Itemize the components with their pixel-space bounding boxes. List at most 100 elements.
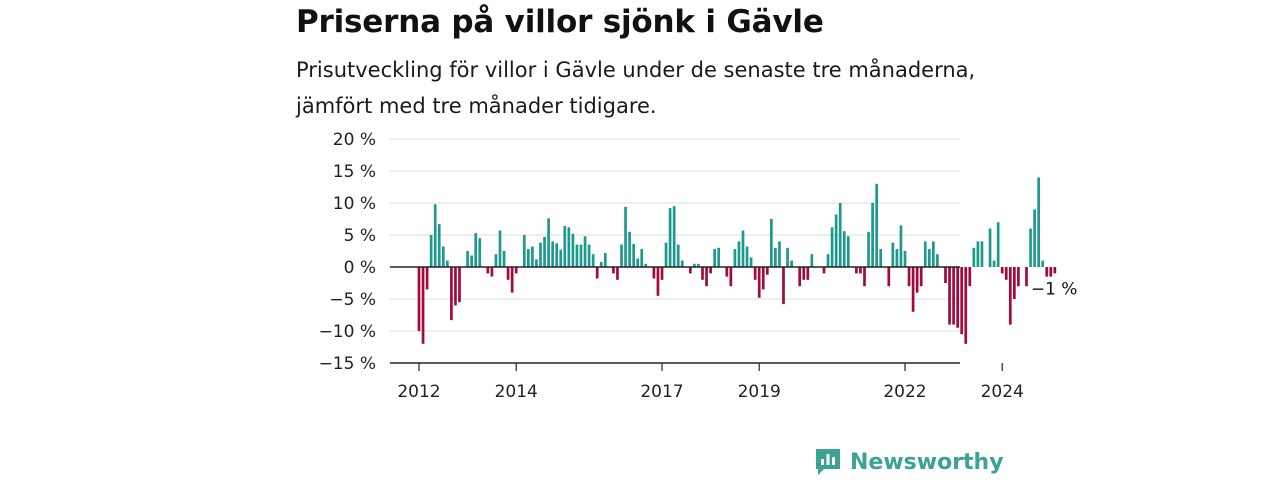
bar: [571, 233, 575, 267]
bar: [770, 219, 773, 267]
bar: [417, 267, 421, 331]
bar: [575, 244, 579, 267]
newsworthy-logo-icon: [816, 449, 840, 475]
bar: [810, 254, 814, 267]
end-value-label: −1 %: [1031, 279, 1078, 299]
bar: [543, 236, 546, 267]
bar: [725, 267, 729, 277]
bar: [478, 238, 482, 267]
x-tick-label: 2022: [883, 382, 926, 402]
bar: [693, 263, 696, 267]
bar: [632, 243, 635, 267]
bar: [1029, 228, 1032, 267]
bar: [535, 259, 538, 267]
bar: [927, 249, 931, 267]
bar: [846, 236, 850, 267]
bar: [652, 267, 656, 279]
bar: [980, 241, 984, 267]
bar: [551, 241, 554, 267]
bar: [713, 249, 716, 267]
bar: [616, 267, 619, 280]
axes: [390, 266, 960, 364]
bar: [761, 267, 765, 290]
bar: [628, 231, 631, 267]
bar: [498, 230, 502, 267]
bar: [790, 260, 793, 267]
bar: [458, 267, 461, 303]
y-tick-label: 10 %: [333, 194, 376, 214]
bar: [875, 183, 878, 267]
bar: [470, 255, 473, 267]
bar: [919, 267, 923, 287]
bar: [932, 241, 935, 267]
bar: [429, 235, 433, 267]
bar: [733, 249, 737, 267]
bar: [441, 246, 445, 267]
bar: [786, 247, 789, 267]
x-tick-label: 2017: [640, 382, 683, 402]
y-tick-label: 20 %: [333, 130, 376, 150]
bar: [522, 235, 526, 267]
bar: [729, 267, 733, 287]
bar: [1041, 260, 1045, 267]
bar: [774, 247, 777, 267]
bar: [446, 260, 449, 267]
bar: [425, 267, 429, 290]
bar: [506, 267, 510, 280]
bar: [697, 263, 700, 267]
bar: [753, 267, 757, 280]
bar: [486, 267, 490, 274]
bar: [996, 222, 1000, 267]
bar: [705, 267, 708, 287]
x-tick-label: 2019: [738, 382, 781, 402]
bar: [490, 267, 494, 277]
bar: [494, 254, 498, 267]
bar: [952, 267, 955, 325]
bar: [1037, 177, 1040, 267]
bar: [1049, 267, 1053, 277]
x-tick-label: 2024: [981, 382, 1024, 402]
bar: [701, 267, 704, 280]
bar: [798, 267, 802, 287]
bar: [599, 261, 603, 267]
bar: [474, 233, 478, 267]
bar: [895, 249, 899, 267]
bar: [603, 252, 607, 267]
bar: [421, 267, 425, 344]
bar: [863, 267, 866, 287]
newsworthy-logo-text: Newsworthy: [850, 449, 1004, 475]
bar: [745, 246, 749, 267]
bar: [741, 230, 745, 267]
bar: [433, 204, 437, 267]
bar: [531, 246, 534, 267]
bar: [1008, 267, 1012, 325]
bar: [620, 244, 623, 267]
bar: [915, 267, 919, 293]
bar: [1025, 267, 1028, 287]
bar: [899, 225, 903, 267]
bar: [976, 241, 980, 267]
bar: [749, 257, 753, 267]
y-tick-label: 0 %: [344, 258, 376, 278]
bar: [636, 258, 640, 267]
bar: [579, 244, 583, 267]
bar: [644, 263, 648, 267]
bar: [802, 267, 806, 280]
bar: [555, 243, 559, 267]
bar: [624, 206, 627, 267]
bar: [547, 218, 550, 267]
bar: [871, 203, 874, 267]
bar: [567, 227, 571, 267]
bar: [502, 251, 506, 267]
bar: [911, 267, 915, 312]
bar: [855, 267, 858, 274]
bar: [887, 267, 891, 287]
bar: [664, 242, 668, 267]
bars: [417, 177, 1057, 344]
bar: [660, 267, 664, 280]
bar: [527, 249, 530, 267]
bar: [737, 241, 741, 267]
bar: [757, 267, 761, 298]
bar: [838, 203, 842, 267]
bar: [992, 260, 996, 267]
